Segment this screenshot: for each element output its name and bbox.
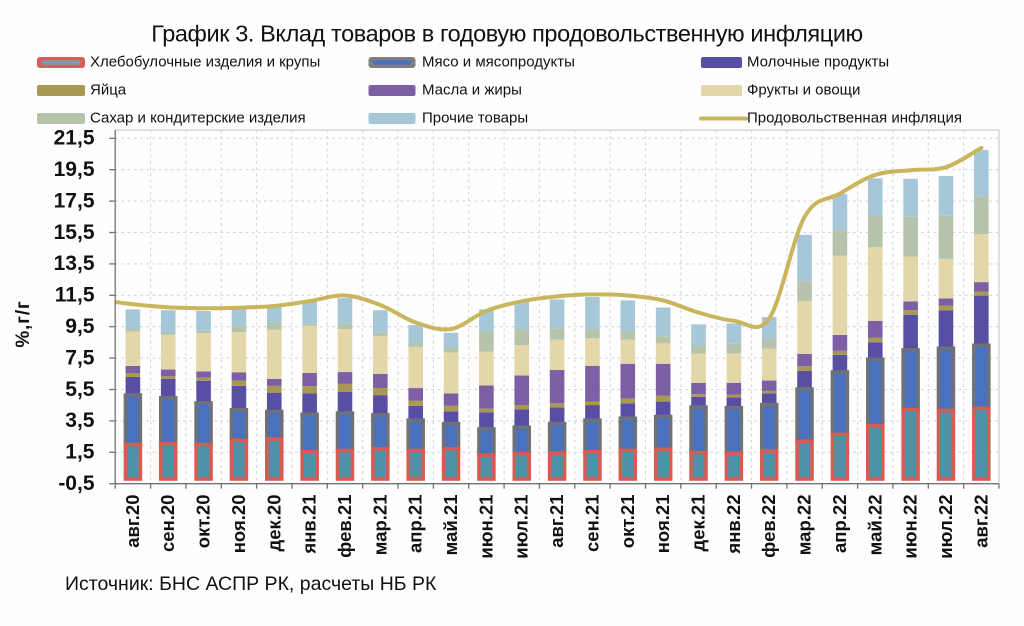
svg-text:Хлебобулочные изделия и крупы: Хлебобулочные изделия и крупы	[90, 54, 320, 71]
svg-text:дек.20: дек.20	[263, 495, 284, 552]
svg-text:ноя.21: ноя.21	[652, 495, 673, 554]
svg-text:июн.21: июн.21	[475, 495, 496, 559]
svg-text:ноя.20: ноя.20	[228, 495, 249, 554]
svg-text:фев.21: фев.21	[334, 495, 355, 558]
svg-text:Масла и жиры: Масла и жиры	[422, 82, 522, 99]
svg-text:сен.20: сен.20	[157, 495, 178, 552]
svg-text:окт.20: окт.20	[193, 495, 214, 549]
svg-text:Фрукты и овощи: Фрукты и овощи	[747, 82, 860, 99]
svg-text:мар.21: мар.21	[369, 495, 390, 556]
svg-text:янв.21: янв.21	[299, 495, 320, 555]
svg-text:17,5: 17,5	[54, 189, 95, 212]
svg-text:май.22: май.22	[864, 495, 885, 556]
svg-text:июл.22: июл.22	[935, 495, 956, 559]
svg-text:дек.21: дек.21	[688, 495, 709, 552]
svg-text:%,г/г: %,г/г	[13, 300, 34, 347]
svg-text:Продовольственная инфляция: Продовольственная инфляция	[747, 110, 962, 127]
svg-text:авг.20: авг.20	[122, 495, 143, 548]
svg-text:янв.22: янв.22	[723, 495, 744, 555]
svg-text:3,5: 3,5	[65, 409, 95, 432]
svg-text:1,5: 1,5	[65, 441, 95, 464]
svg-text:5,5: 5,5	[65, 378, 95, 401]
svg-text:июл.21: июл.21	[511, 495, 532, 559]
svg-text:График 3. Вклад товаров в годо: График 3. Вклад товаров в годовую продов…	[151, 21, 863, 47]
svg-text:авг.21: авг.21	[546, 495, 567, 548]
svg-text:Источник: БНС АСПР РК, расчеты: Источник: БНС АСПР РК, расчеты НБ РК	[65, 573, 437, 595]
svg-text:19,5: 19,5	[54, 158, 95, 181]
svg-text:15,5: 15,5	[54, 221, 95, 244]
svg-text:апр.21: апр.21	[405, 495, 426, 553]
svg-text:авг.22: авг.22	[970, 495, 991, 548]
svg-text:21,5: 21,5	[54, 127, 95, 150]
svg-text:апр.22: апр.22	[829, 495, 850, 553]
svg-text:-0,5: -0,5	[58, 472, 95, 495]
svg-text:Молочные продукты: Молочные продукты	[747, 54, 889, 71]
svg-text:7,5: 7,5	[65, 346, 95, 369]
svg-text:Мясо и мясопродукты: Мясо и мясопродукты	[422, 54, 575, 71]
svg-text:11,5: 11,5	[55, 284, 95, 307]
svg-text:Яйца: Яйца	[90, 82, 127, 99]
svg-text:фев.22: фев.22	[758, 495, 779, 558]
svg-text:июн.22: июн.22	[900, 495, 921, 559]
svg-text:Сахар и кондитерские изделия: Сахар и кондитерские изделия	[90, 110, 306, 127]
svg-text:9,5: 9,5	[65, 315, 95, 338]
svg-text:окт.21: окт.21	[617, 495, 638, 549]
svg-text:13,5: 13,5	[54, 252, 95, 275]
svg-text:мар.22: мар.22	[794, 495, 815, 556]
svg-text:май.21: май.21	[440, 495, 461, 556]
svg-text:сен.21: сен.21	[582, 495, 603, 552]
svg-text:Прочие товары: Прочие товары	[422, 110, 528, 127]
